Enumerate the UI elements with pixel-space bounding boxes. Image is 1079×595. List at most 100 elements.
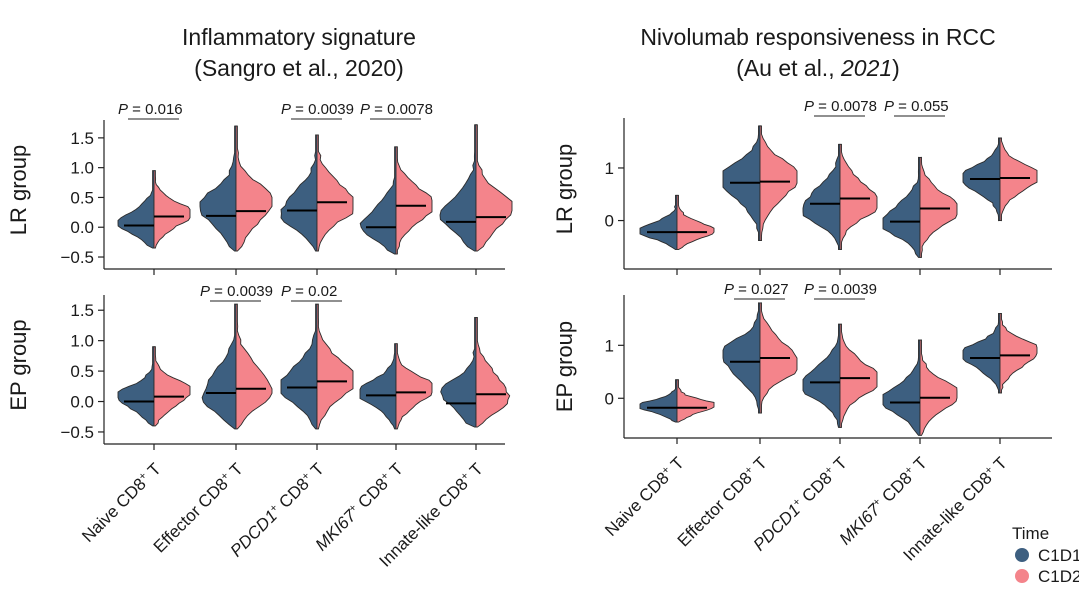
p-value-annotation: P = 0.027 <box>724 281 789 298</box>
p-value-annotation: P = 0.0039 <box>804 281 877 298</box>
violin-half-c1d1 <box>802 143 841 250</box>
violin-half-c1d2 <box>759 125 798 242</box>
p-value-annotation: P = 0.0078 <box>360 101 433 118</box>
y-tick-label: 0.0 <box>70 393 94 412</box>
violin-0 <box>117 346 191 427</box>
p-value-annotation: P = 0.016 <box>118 101 183 118</box>
violin-3 <box>882 339 958 436</box>
violin-4 <box>962 137 1038 222</box>
y-tick-label: 1 <box>605 159 614 178</box>
chart-subtitle: (Au et al., 2021) <box>736 55 900 81</box>
chart-title: Inflammatory signature <box>182 24 416 50</box>
violin-half-c1d1 <box>962 313 1001 394</box>
violin-half-c1d2 <box>475 317 511 428</box>
violin-half-c1d2 <box>839 323 878 428</box>
violin-half-c1d1 <box>201 303 237 430</box>
violin-half-c1d2 <box>395 146 433 255</box>
violin-half-c1d2 <box>676 379 715 423</box>
violin-1 <box>722 125 798 242</box>
violin-half-c1d1 <box>639 379 678 423</box>
y-tick-label: 1.5 <box>70 301 94 320</box>
violin-half-c1d2 <box>919 156 958 258</box>
violin-half-c1d1 <box>440 317 477 428</box>
violin-half-c1d1 <box>280 134 318 252</box>
violin-0 <box>639 379 715 423</box>
violin-half-c1d2 <box>676 194 715 250</box>
violin-half-c1d1 <box>117 170 155 249</box>
violin-2 <box>802 143 878 250</box>
p-value-annotation: P = 0.0078 <box>804 98 877 115</box>
violin-half-c1d1 <box>199 125 237 252</box>
violin-1 <box>199 125 273 252</box>
violin-3 <box>359 343 433 430</box>
y-tick-label: −0.5 <box>60 248 94 267</box>
legend-label-c1: C1D1 <box>1038 546 1079 565</box>
p-value-annotation: P = 0.0039 <box>281 101 354 118</box>
category-label-naive-cd8-t: Naive CD8+ T <box>78 459 165 546</box>
panel-lr-group: 0 1 LR group P = 0.0078 P = 0.055 <box>552 98 1052 275</box>
panel-ep-group: 0 1 EP group P = 0.027 P = 0.0039 <box>552 281 1052 444</box>
violin-half-c1d2 <box>153 346 191 427</box>
y-axis-label: EP group <box>6 319 31 410</box>
y-tick-label: 1.0 <box>70 159 94 178</box>
violin-half-c1d1 <box>802 323 841 428</box>
violin-half-c1d1 <box>639 194 678 250</box>
violin-2 <box>280 134 354 252</box>
violin-half-c1d1 <box>280 303 318 430</box>
violin-half-c1d2 <box>316 134 354 252</box>
violin-half-c1d2 <box>235 303 273 430</box>
category-label-naive-cd8-t: Naive CD8+ T <box>601 453 688 540</box>
violin-0 <box>117 170 191 249</box>
violin-2 <box>802 323 878 428</box>
y-tick-label: 0 <box>605 389 614 408</box>
y-axis-label: EP group <box>552 321 577 412</box>
legend-swatch-c2 <box>1015 569 1029 583</box>
legend-label-c2: C1D2 <box>1038 567 1079 586</box>
violin-half-c1d2 <box>395 343 433 430</box>
violin-3 <box>359 146 433 255</box>
y-tick-label: 0.5 <box>70 362 94 381</box>
violin-half-c1d2 <box>153 170 191 249</box>
violin-half-c1d2 <box>999 137 1038 222</box>
violin-3 <box>882 156 958 258</box>
violin-half-c1d2 <box>475 124 513 252</box>
violin-half-c1d2 <box>316 303 354 430</box>
violin-4 <box>439 124 513 252</box>
violin-half-c1d2 <box>919 339 958 436</box>
violin-half-c1d2 <box>235 125 273 252</box>
legend-title: Time <box>1012 524 1049 543</box>
violin-4 <box>962 313 1038 394</box>
chart-title: Nivolumab responsiveness in RCC <box>640 24 995 50</box>
violin-1 <box>201 303 273 430</box>
violin-half-c1d1 <box>359 146 397 255</box>
p-value-annotation: P = 0.0039 <box>200 283 273 300</box>
y-axis-label: LR group <box>552 144 577 235</box>
y-tick-label: 1.5 <box>70 129 94 148</box>
violin-half-c1d2 <box>999 313 1038 394</box>
violin-0 <box>639 194 715 250</box>
y-tick-label: 1 <box>605 336 614 355</box>
y-tick-label: −0.5 <box>60 423 94 442</box>
violin-half-c1d1 <box>117 346 155 427</box>
legend-swatch-c1 <box>1015 548 1029 562</box>
y-axis-label: LR group <box>6 145 31 236</box>
violin-half-c1d2 <box>839 143 878 250</box>
violin-4 <box>440 317 511 428</box>
legend: Time C1D1 C1D2 <box>1012 524 1079 586</box>
p-value-annotation: P = 0.02 <box>281 283 337 300</box>
y-tick-label: 0.5 <box>70 188 94 207</box>
p-value-annotation: P = 0.055 <box>884 98 949 115</box>
violin-half-c1d1 <box>439 124 477 252</box>
violin-half-c1d1 <box>882 156 921 258</box>
chart-inflammatory-signature: Inflammatory signature (Sangro et al., 20… <box>6 24 513 571</box>
violin-half-c1d1 <box>882 339 921 436</box>
violin-half-c1d1 <box>722 302 761 414</box>
panel-ep-group: −0.5 0.0 0.5 1.0 1.5 EP group P = 0.0039 P = 0.… <box>6 283 511 450</box>
violin-1 <box>722 302 798 414</box>
y-tick-label: 0.0 <box>70 218 94 237</box>
chart-nivolumab-responsiveness: Nivolumab responsiveness in RCC (Au et al… <box>552 24 1052 565</box>
panel-lr-group: −0.5 0.0 0.5 1.0 1.5 LR group P = 0.016 P = 0.0… <box>6 101 513 275</box>
violin-2 <box>280 303 354 430</box>
y-tick-label: 1.0 <box>70 332 94 351</box>
